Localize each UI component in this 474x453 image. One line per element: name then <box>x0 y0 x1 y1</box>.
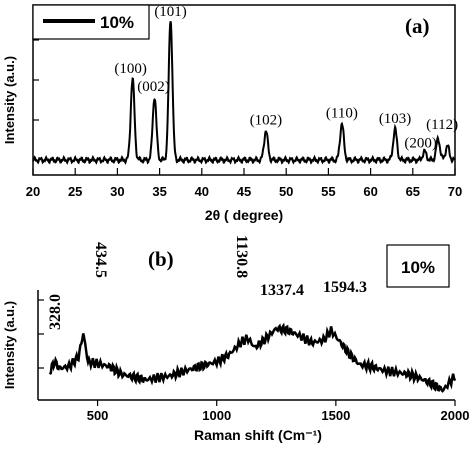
raman-x-tick-label: 500 <box>87 408 109 423</box>
raman-legend: 10% <box>386 244 450 288</box>
raman-legend-box <box>386 244 450 288</box>
xrd-x-tick-label: 50 <box>279 184 293 199</box>
xrd-peak-label: (002) <box>137 79 170 95</box>
raman-x-tick-label: 1500 <box>321 408 350 423</box>
raman-series-line <box>48 322 457 393</box>
raman-y-ticks <box>38 299 44 369</box>
raman-x-tick-label: 1000 <box>202 408 231 423</box>
raman-peak-label: 1337.4 <box>260 282 304 299</box>
xrd-legend-label: 10% <box>100 13 134 32</box>
xrd-peak-label: (101) <box>154 4 187 20</box>
xrd-x-ticks: 20 25 30 35 40 45 50 55 60 65 70 <box>26 39 462 199</box>
raman-peak-labels: 328.0 434.5 1130.8 1337.4 1594.3 <box>47 235 367 330</box>
xrd-x-tick-label: 60 <box>363 184 377 199</box>
raman-y-axis-label: Intensity (a.u.) <box>2 301 17 389</box>
raman-x-ticks: 500 1000 1500 2000 <box>87 400 470 423</box>
raman-peak-label: 1594.3 <box>323 279 367 296</box>
xrd-x-tick-label: 55 <box>321 184 335 199</box>
xrd-x-tick-label: 20 <box>26 184 40 199</box>
xrd-legend: 10% <box>32 4 150 40</box>
xrd-peak-label: (200) <box>404 136 437 152</box>
xrd-x-tick-label: 45 <box>237 184 251 199</box>
xrd-peak-label: (102) <box>250 113 283 129</box>
raman-peak-label: 328.0 <box>47 294 64 330</box>
xrd-x-axis-label: 2θ ( degree) <box>205 207 283 223</box>
xrd-x-tick-label: 65 <box>406 184 420 199</box>
xrd-y-axis-label: Intensity (a.u.) <box>2 56 17 144</box>
xrd-peak-label: (110) <box>326 106 358 122</box>
xrd-panel: 10% (a) 20 25 30 35 40 45 50 55 60 65 70 (100) (002… <box>2 4 462 223</box>
xrd-panel-label: (a) <box>405 14 430 38</box>
xrd-x-tick-label: 30 <box>110 184 124 199</box>
xrd-x-tick-label: 35 <box>152 184 166 199</box>
xrd-peak-label: (112) <box>426 117 458 133</box>
xrd-peak-label: (103) <box>379 111 412 127</box>
xrd-x-tick-label: 70 <box>448 184 462 199</box>
xrd-x-tick-label: 40 <box>195 184 209 199</box>
raman-x-axis-label: Raman shift (Cm⁻¹) <box>194 427 322 443</box>
raman-panel-label: (b) <box>148 247 174 271</box>
raman-peak-label: 1130.8 <box>233 235 250 278</box>
xrd-x-tick-label: 25 <box>68 184 82 199</box>
xrd-series-line <box>32 21 456 165</box>
raman-legend-label: 10% <box>401 258 435 277</box>
raman-x-tick-label: 2000 <box>441 408 470 423</box>
raman-panel: (b) 10% 500 1000 1500 2000 328.0 434.5 1130.8… <box>2 235 469 443</box>
xrd-peak-label: (100) <box>114 61 147 77</box>
xrd-peak-labels: (100) (002) (101) (102) (110) (103) (200) (112) <box>114 4 458 152</box>
raman-peak-label: 434.5 <box>92 242 109 278</box>
